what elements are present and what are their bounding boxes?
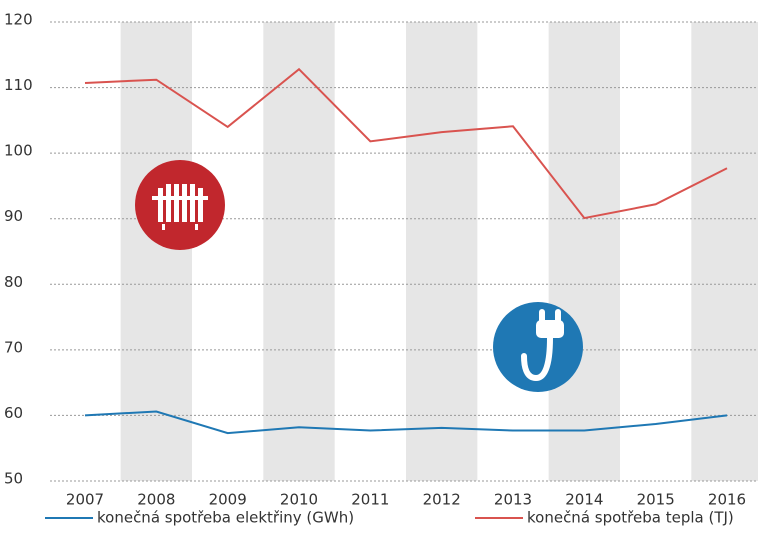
y-tick-label: 100 — [4, 142, 33, 160]
plug-icon — [493, 302, 583, 392]
lines — [84, 67, 728, 435]
y-tick-label: 120 — [4, 11, 33, 29]
x-tick-label: 2013 — [494, 491, 532, 509]
legend-label: konečná spotřeba tepla (TJ) — [527, 509, 734, 527]
x-tick-label: 2008 — [137, 491, 175, 509]
band — [691, 22, 758, 481]
x-tick-label: 2009 — [209, 491, 247, 509]
y-tick-label: 110 — [4, 76, 33, 94]
x-tick-label: 2007 — [66, 491, 104, 509]
band — [120, 22, 192, 481]
band — [406, 22, 478, 481]
x-tick-label: 2015 — [637, 491, 675, 509]
bands — [120, 22, 758, 481]
band — [548, 22, 620, 481]
x-tick-label: 2016 — [708, 491, 746, 509]
x-tick-label: 2012 — [423, 491, 461, 509]
axes: 2007 2008 2009 2010 2011 2012 2013 2014 2015 2016… — [4, 11, 746, 527]
x-tick-label: 2011 — [351, 491, 389, 509]
y-tick-label: 50 — [4, 470, 23, 488]
y-tick-label: 70 — [4, 338, 23, 356]
y-tick-label: 90 — [4, 207, 23, 225]
y-tick-label: 60 — [4, 404, 23, 422]
series-line — [84, 410, 728, 435]
x-tick-label: 2014 — [565, 491, 603, 509]
series-line — [84, 67, 728, 220]
y-tick-label: 80 — [4, 273, 23, 291]
legend-label: konečná spotřeba elektřiny (GWh) — [97, 509, 354, 527]
radiator-icon — [135, 160, 225, 250]
band — [263, 22, 335, 481]
x-tick-label: 2010 — [280, 491, 318, 509]
